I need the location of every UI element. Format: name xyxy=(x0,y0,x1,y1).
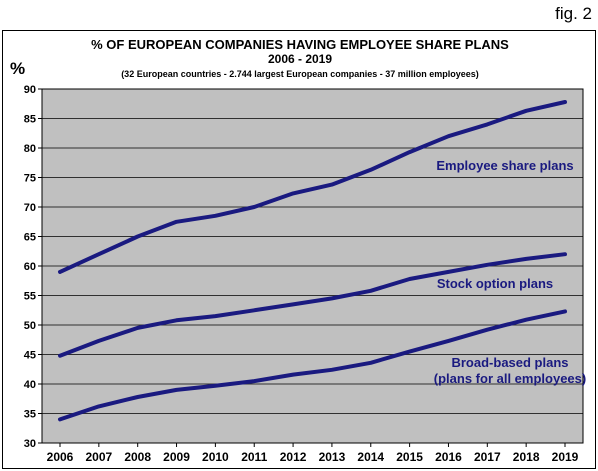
y-tick-label: 75 xyxy=(24,173,36,185)
x-tick-label: 2017 xyxy=(474,450,501,464)
y-tick-label: 30 xyxy=(24,438,36,450)
x-tick-label: 2013 xyxy=(319,450,346,464)
x-tick-label: 2015 xyxy=(396,450,423,464)
series-label: (plans for all employees) xyxy=(434,371,586,386)
x-tick-label: 2008 xyxy=(124,450,151,464)
series-label: Stock option plans xyxy=(437,276,553,291)
series-label: Broad-based plans xyxy=(451,355,568,370)
plot-border xyxy=(41,88,584,444)
y-tick-label: 70 xyxy=(24,202,36,214)
x-tick-label: 2012 xyxy=(280,450,307,464)
y-tick-label: 35 xyxy=(24,409,36,421)
y-tick-label: 50 xyxy=(24,320,36,332)
x-tick-label: 2006 xyxy=(47,450,74,464)
y-tick-label: 90 xyxy=(24,84,36,96)
y-tick-label: 45 xyxy=(24,350,36,362)
x-tick-label: 2018 xyxy=(513,450,540,464)
x-tick-label: 2019 xyxy=(552,450,579,464)
y-tick-label: 80 xyxy=(24,143,36,155)
series-label: Employee share plans xyxy=(436,158,573,173)
y-tick-label: 60 xyxy=(24,261,36,273)
series-line-3 xyxy=(58,309,567,422)
chart-subtitle: 2006 - 2019 xyxy=(268,52,332,66)
chart-title: % OF EUROPEAN COMPANIES HAVING EMPLOYEE … xyxy=(91,37,509,52)
y-tick-label: 55 xyxy=(24,291,36,303)
y-axis-label: % xyxy=(10,59,25,78)
x-tick-label: 2016 xyxy=(435,450,462,464)
x-tick-label: 2010 xyxy=(202,450,229,464)
x-tick-label: 2007 xyxy=(85,450,112,464)
series-line-2 xyxy=(58,252,567,358)
x-tick-label: 2014 xyxy=(357,450,384,464)
y-tick-label: 85 xyxy=(24,114,36,126)
series-line-1 xyxy=(58,100,567,274)
figure-label: fig. 2 xyxy=(555,4,592,23)
chart-note: (32 European countries - 2.744 largest E… xyxy=(121,69,479,79)
y-tick-label: 65 xyxy=(24,232,36,244)
y-tick-label: 40 xyxy=(24,379,36,391)
plot-area: 30 35 40 45 50 55 60 65 70 75 80 85 90 2006 2007 2008 20… xyxy=(24,84,586,464)
x-tick-label: 2009 xyxy=(163,450,190,464)
x-tick-label: 2011 xyxy=(241,450,267,464)
